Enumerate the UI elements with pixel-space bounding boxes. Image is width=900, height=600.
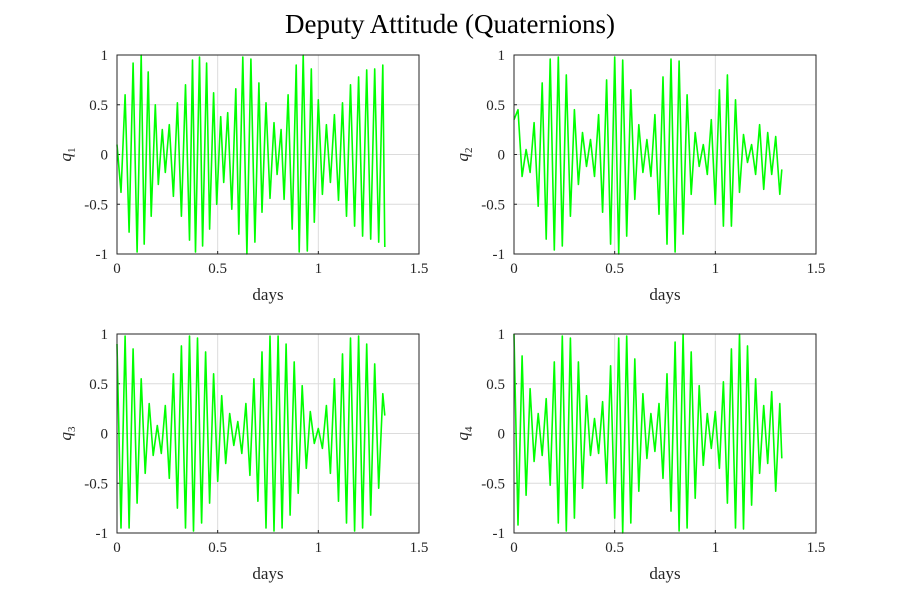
axes-frame [116, 54, 420, 255]
subplot-top-right: 0 0.5 1 1.5 -1 -0.5 0 0.5 1 days q2 [453, 48, 825, 304]
x-tick-label: 1.5 [410, 261, 429, 277]
y-axis-label-subscript: 1 [66, 148, 78, 154]
series-line-q3 [116, 335, 386, 532]
axes-frame [116, 333, 420, 534]
y-tick-label: 0 [101, 148, 109, 164]
x-axis-label: days [252, 564, 283, 583]
y-axis-label-base: q [56, 432, 75, 441]
y-tick-label: -0.5 [481, 476, 505, 492]
x-tick-label: 0.5 [605, 261, 624, 277]
x-tick-label: 1 [315, 540, 323, 556]
y-tick-label: -0.5 [84, 197, 108, 213]
x-tick-label: 0 [113, 540, 121, 556]
y-axis-label: q2 [453, 148, 475, 162]
x-tick-label: 0.5 [208, 540, 227, 556]
series-line-q4 [513, 333, 783, 534]
y-tick-label: -0.5 [84, 476, 108, 492]
y-tick-label: -1 [96, 526, 109, 542]
series-line-q1 [116, 54, 386, 255]
subplot-bottom-left: 0 0.5 1 1.5 -1 -0.5 0 0.5 1 days q3 [56, 327, 428, 583]
x-tick-label: 0.5 [208, 261, 227, 277]
y-axis-label-subscript: 3 [66, 426, 78, 432]
y-tick-label: 1 [498, 327, 506, 343]
y-tick-label: 0 [498, 148, 506, 164]
axes-frame [513, 333, 817, 534]
y-axis-label-base: q [453, 153, 472, 162]
x-tick-label: 0 [510, 540, 518, 556]
y-tick-label: 0.5 [89, 377, 108, 393]
y-tick-label: 0.5 [89, 98, 108, 114]
y-tick-label: -1 [493, 526, 506, 542]
x-axis-label: days [649, 564, 680, 583]
x-tick-label: 0.5 [605, 540, 624, 556]
x-tick-label: 1 [315, 261, 323, 277]
y-tick-label: -0.5 [481, 197, 505, 213]
x-axis-label: days [252, 285, 283, 304]
x-tick-label: 1.5 [807, 540, 826, 556]
y-axis-label-subscript: 4 [463, 426, 475, 432]
x-tick-label: 1.5 [807, 261, 826, 277]
y-axis-label: q4 [453, 426, 475, 441]
axes-frame [513, 54, 817, 255]
x-tick-label: 1 [712, 540, 720, 556]
x-tick-label: 0 [510, 261, 518, 277]
subplot-bottom-right: 0 0.5 1 1.5 -1 -0.5 0 0.5 1 days q4 [453, 327, 825, 583]
y-axis-label: q1 [56, 148, 78, 162]
y-tick-label: 1 [498, 48, 506, 64]
x-axis-label: days [649, 285, 680, 304]
y-axis-label-base: q [453, 432, 472, 441]
y-tick-label: -1 [493, 247, 506, 263]
y-tick-label: -1 [96, 247, 109, 263]
y-tick-label: 1 [101, 48, 109, 64]
x-tick-label: 0 [113, 261, 121, 277]
y-axis-label-base: q [56, 153, 75, 162]
y-tick-label: 0 [498, 427, 506, 443]
x-tick-label: 1 [712, 261, 720, 277]
y-tick-label: 0 [101, 427, 109, 443]
y-tick-label: 0.5 [486, 98, 505, 114]
y-axis-label: q3 [56, 426, 78, 441]
x-tick-label: 1.5 [410, 540, 429, 556]
figure-title: Deputy Attitude (Quaternions) [285, 9, 615, 39]
series-line-q2 [513, 56, 783, 255]
y-tick-label: 0.5 [486, 377, 505, 393]
y-tick-label: 1 [101, 327, 109, 343]
y-axis-label-subscript: 2 [463, 148, 475, 154]
